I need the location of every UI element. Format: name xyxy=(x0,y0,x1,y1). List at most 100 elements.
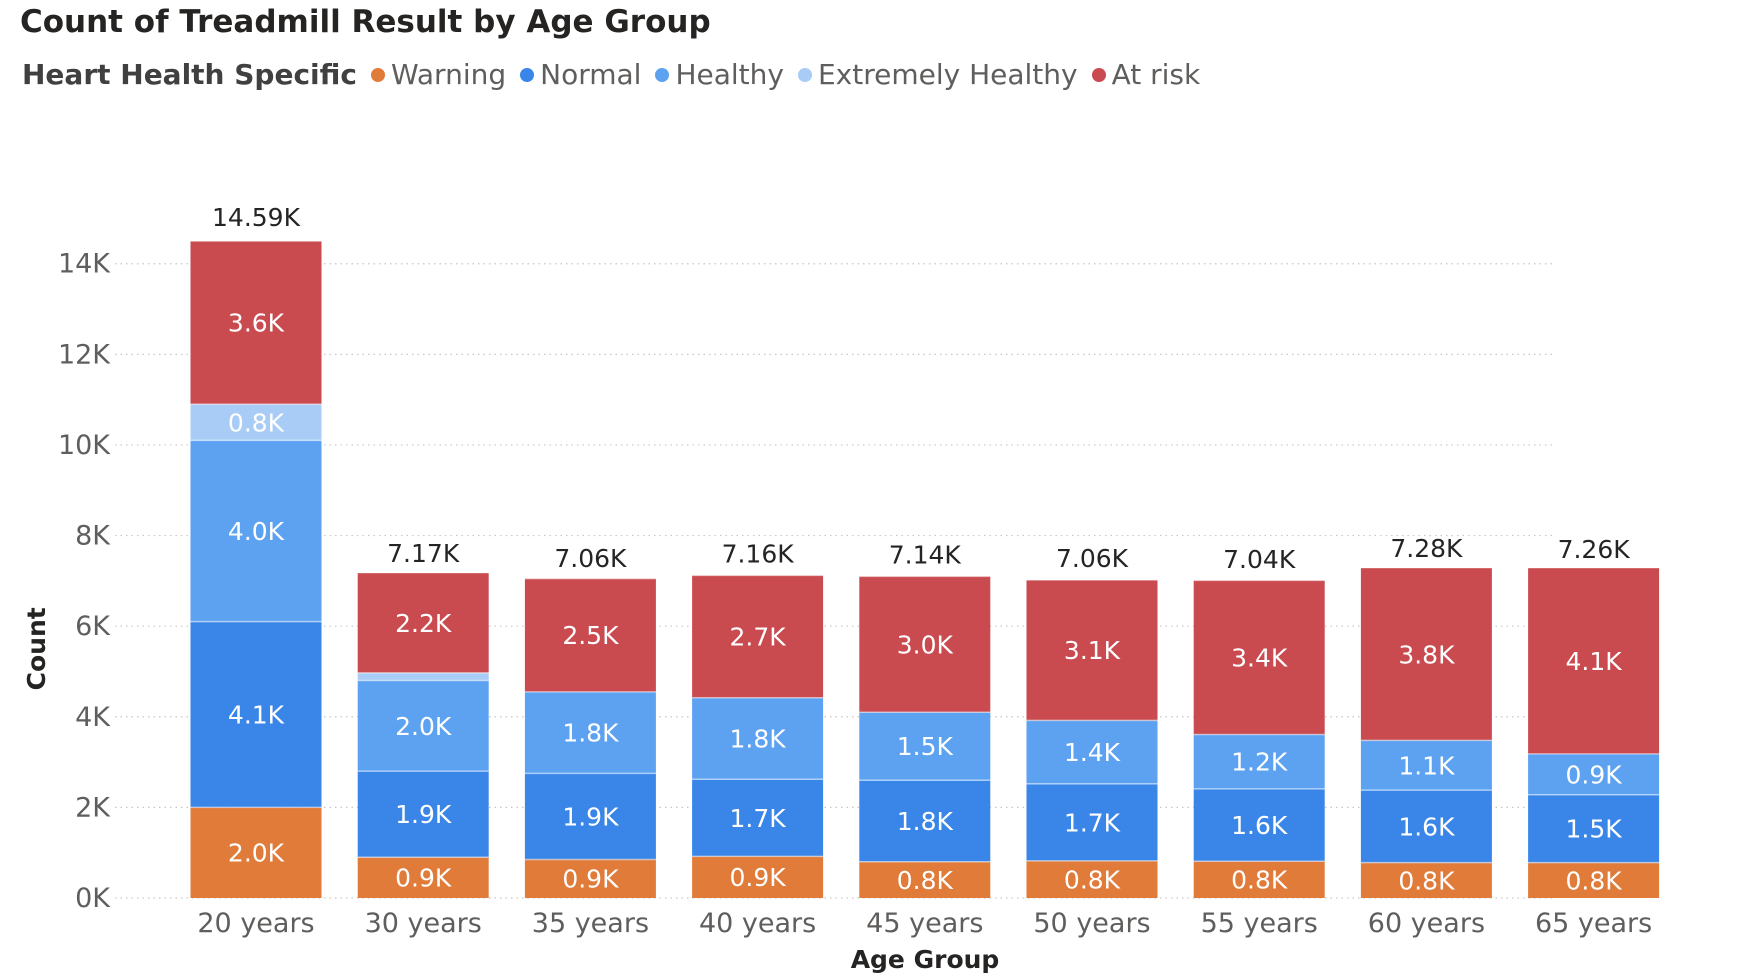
bar-segment[interactable] xyxy=(1193,861,1325,898)
bar-segment[interactable] xyxy=(1026,783,1158,861)
data-label: 0.9K xyxy=(730,863,787,892)
data-label: 4.1K xyxy=(1566,647,1623,676)
data-label: 1.6K xyxy=(1398,812,1455,841)
data-label: 3.8K xyxy=(1398,640,1455,669)
x-tick-label: 50 years xyxy=(1033,908,1150,939)
legend-item-healthy[interactable]: Healthy xyxy=(655,58,784,91)
data-label: 0.8K xyxy=(897,866,954,895)
legend-item-normal[interactable]: Normal xyxy=(520,58,641,91)
bar-segment[interactable] xyxy=(1360,740,1492,791)
data-label: 3.6K xyxy=(228,309,285,338)
data-label: 3.1K xyxy=(1064,636,1121,665)
total-label: 7.04K xyxy=(1223,545,1296,574)
data-label: 1.8K xyxy=(730,725,787,754)
data-label: 1.7K xyxy=(1064,808,1121,837)
total-label: 7.06K xyxy=(1056,544,1129,573)
legend-item-extremely-healthy[interactable]: Extremely Healthy xyxy=(797,58,1078,91)
data-label: 0.9K xyxy=(1566,760,1623,789)
total-label: 7.17K xyxy=(387,539,460,568)
x-tick-label: 60 years xyxy=(1368,908,1485,939)
bar-segment[interactable] xyxy=(524,578,656,692)
bar-segment[interactable] xyxy=(190,241,322,405)
data-label: 4.1K xyxy=(228,701,285,730)
bar-segment[interactable] xyxy=(190,404,322,441)
data-label: 3.0K xyxy=(897,630,954,659)
legend-label: Warning xyxy=(391,58,507,91)
data-label: 0.8K xyxy=(228,408,285,437)
data-label: 4.0K xyxy=(228,517,285,546)
bar-segment[interactable] xyxy=(1360,790,1492,863)
bar-segment[interactable] xyxy=(1026,860,1158,898)
bar-segment[interactable] xyxy=(524,691,656,774)
data-label: 0.8K xyxy=(1398,866,1455,895)
bar-segment[interactable] xyxy=(1193,788,1325,862)
bar-segment[interactable] xyxy=(524,773,656,860)
x-tick-label: 35 years xyxy=(532,908,649,939)
bar-segment[interactable] xyxy=(1193,734,1325,789)
data-label: 0.8K xyxy=(1231,866,1288,895)
x-tick-label: 20 years xyxy=(197,908,314,939)
bar-segment[interactable] xyxy=(1528,794,1660,863)
data-label: 2.5K xyxy=(562,621,619,650)
data-label: 1.5K xyxy=(1566,815,1623,844)
bar-segment[interactable] xyxy=(859,861,991,898)
bar-segment[interactable] xyxy=(1528,568,1660,754)
bar-segment[interactable] xyxy=(1528,862,1660,898)
total-label: 14.59K xyxy=(212,203,301,232)
total-label: 7.16K xyxy=(722,540,795,569)
legend-label: At risk xyxy=(1111,58,1201,91)
bar-segment[interactable] xyxy=(1528,753,1660,795)
data-label: 1.4K xyxy=(1064,738,1121,767)
bar-segment[interactable] xyxy=(859,780,991,862)
bar-segment[interactable] xyxy=(190,440,322,622)
bar-segment[interactable] xyxy=(1026,579,1158,721)
data-label: 1.1K xyxy=(1398,751,1455,780)
bar-segment[interactable] xyxy=(1360,862,1492,898)
bar-segment[interactable] xyxy=(859,712,991,781)
y-tick-label: 4K xyxy=(75,702,111,733)
legend-label: Healthy xyxy=(675,58,784,91)
bar-segment[interactable] xyxy=(357,680,489,772)
bar-segment[interactable] xyxy=(692,575,824,698)
bar-segment[interactable] xyxy=(692,856,824,898)
data-label: 2.2K xyxy=(395,609,452,638)
total-label: 7.26K xyxy=(1558,535,1631,564)
bar-segment[interactable] xyxy=(692,779,824,857)
bar-segment[interactable] xyxy=(692,697,824,780)
x-tick-label: 55 years xyxy=(1201,908,1318,939)
data-label: 0.8K xyxy=(1064,865,1121,894)
legend-title: Heart Health Specific xyxy=(22,58,357,91)
data-label: 3.4K xyxy=(1231,643,1288,672)
bar-segment[interactable] xyxy=(357,573,489,673)
bar-segment[interactable] xyxy=(1026,720,1158,784)
stacked-bar-chart: 0K 2K 4K 6K 8K 10K 12K 14K Count 2.0K 4.1K 4.0K 0.8K… xyxy=(22,203,1660,974)
y-tick-label: 0K xyxy=(75,883,111,914)
bar-segment[interactable] xyxy=(1360,568,1492,741)
bar-segment[interactable] xyxy=(357,771,489,858)
legend-item-at-risk[interactable]: At risk xyxy=(1091,58,1201,91)
bar-segment[interactable] xyxy=(190,621,322,808)
legend-dot-icon xyxy=(655,67,670,82)
data-label: 1.7K xyxy=(730,804,787,833)
x-axis-title: Age Group xyxy=(851,945,1000,974)
legend-label: Extremely Healthy xyxy=(817,58,1078,91)
legend-item-warning[interactable]: Warning xyxy=(371,58,506,91)
bar-segment[interactable] xyxy=(357,857,489,898)
y-tick-label: 10K xyxy=(58,430,111,461)
bar-segment[interactable] xyxy=(190,807,322,898)
data-label: 2.7K xyxy=(730,623,787,652)
x-tick-label: 45 years xyxy=(866,908,983,939)
y-tick-label: 14K xyxy=(58,249,111,280)
data-label: 0.9K xyxy=(562,865,619,894)
x-tick-label: 30 years xyxy=(365,908,482,939)
total-label: 7.06K xyxy=(554,544,627,573)
bar-segment[interactable] xyxy=(524,859,656,898)
bar-segment[interactable] xyxy=(357,672,489,681)
data-label: 1.8K xyxy=(562,719,619,748)
bar-segment[interactable] xyxy=(1193,580,1325,735)
x-tick-label: 65 years xyxy=(1535,908,1652,939)
legend-dot-icon xyxy=(520,67,535,82)
y-tick-label: 2K xyxy=(75,792,111,823)
data-label: 1.6K xyxy=(1231,811,1288,840)
bar-segment[interactable] xyxy=(859,576,991,713)
